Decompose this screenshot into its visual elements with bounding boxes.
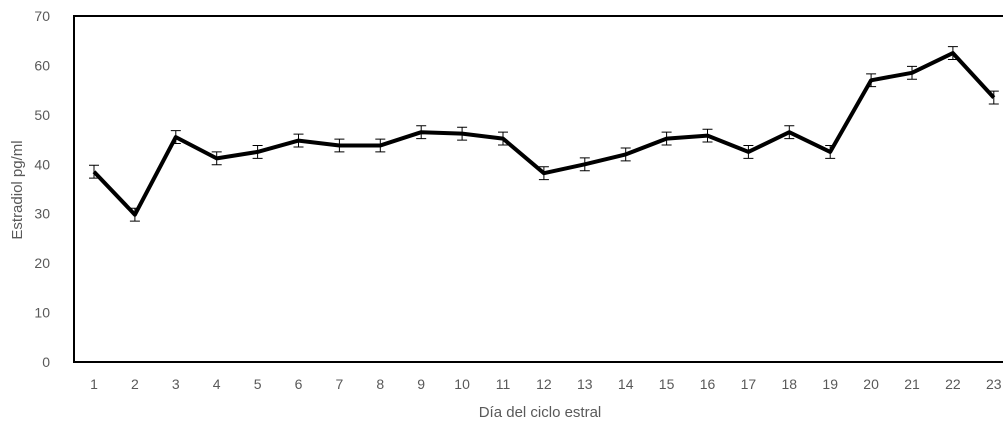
error-bars <box>89 46 999 222</box>
x-tick-label: 17 <box>741 376 757 392</box>
x-tick-label: 19 <box>822 376 838 392</box>
x-tick-label: 14 <box>618 376 634 392</box>
x-tick-label: 10 <box>454 376 470 392</box>
y-axis-title: Estradiol pg/ml <box>9 140 26 239</box>
x-tick-label: 12 <box>536 376 552 392</box>
x-tick-label: 18 <box>782 376 798 392</box>
x-tick-label: 1 <box>90 376 98 392</box>
plot-area-border <box>73 15 1003 363</box>
x-tick-label: 6 <box>295 376 303 392</box>
x-tick-label: 21 <box>904 376 920 392</box>
y-tick-label: 70 <box>34 8 50 24</box>
x-tick-label: 23 <box>986 376 1002 392</box>
x-tick-label: 13 <box>577 376 593 392</box>
x-tick-label: 2 <box>131 376 139 392</box>
x-tick-label: 9 <box>417 376 425 392</box>
y-tick-label: 60 <box>34 57 50 73</box>
y-tick-label: 20 <box>34 255 50 271</box>
x-tick-label: 22 <box>945 376 961 392</box>
x-tick-label: 8 <box>376 376 384 392</box>
y-tick-label: 50 <box>34 107 50 123</box>
x-tick-labels: 1 2 3 4 5 6 7 8 9 10 11 12 13 14 15 16 17 18 19 20 21 22 23 <box>90 376 1002 392</box>
x-tick-label: 7 <box>336 376 344 392</box>
y-tick-label: 10 <box>34 305 50 321</box>
x-tick-label: 11 <box>496 376 511 392</box>
y-tick-labels: 0 10 20 30 40 50 60 70 <box>34 8 50 370</box>
y-tick-label: 40 <box>34 156 50 172</box>
x-tick-label: 16 <box>700 376 716 392</box>
x-axis-title: Día del ciclo estral <box>479 404 602 421</box>
x-tick-label: 4 <box>213 376 221 392</box>
x-tick-label: 20 <box>863 376 879 392</box>
y-tick-label: 0 <box>42 354 50 370</box>
series-line <box>92 51 996 217</box>
x-tick-label: 3 <box>172 376 180 392</box>
y-tick-label: 30 <box>34 206 50 222</box>
x-tick-label: 5 <box>254 376 262 392</box>
x-tick-label: 15 <box>659 376 675 392</box>
